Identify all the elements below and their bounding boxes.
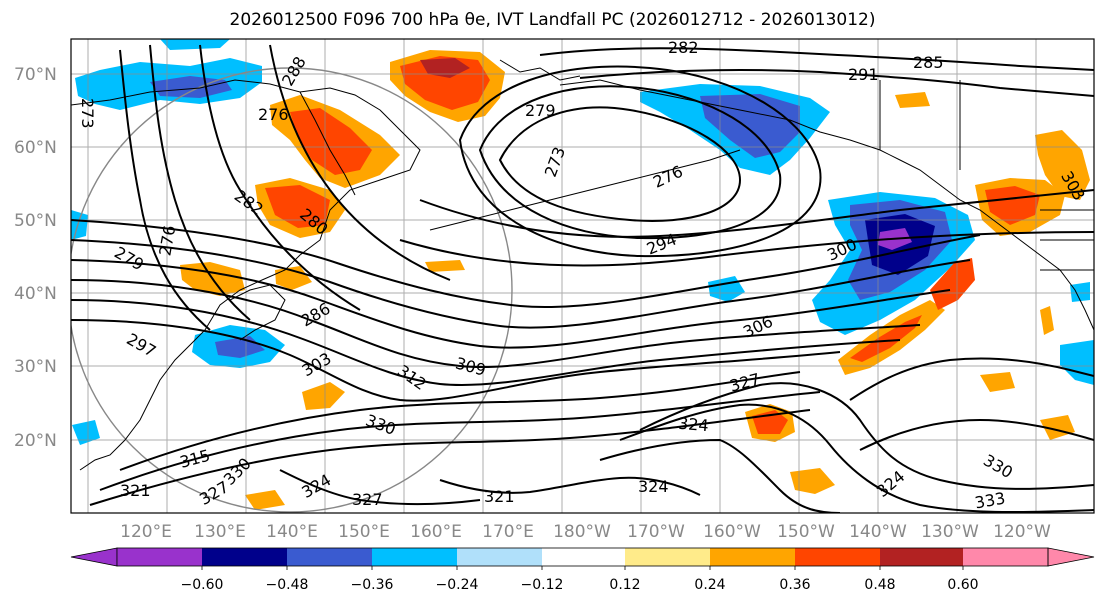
colorbar-segment	[625, 548, 710, 566]
coast-asia	[71, 79, 421, 471]
lat-label: 30°N	[14, 357, 57, 377]
shade-pos-top	[895, 92, 930, 108]
lon-label: 120°E	[120, 522, 172, 542]
colorbar-tick-label: −0.12	[521, 577, 564, 593]
contour-label: 279	[525, 101, 556, 120]
shade-pos-arctic-mid	[400, 56, 490, 110]
colorbar-segment	[710, 548, 795, 566]
shade-pos-e1	[980, 372, 1015, 392]
shade-pos-okhotsk-core	[265, 185, 330, 228]
colorbar-tick-label: 0.48	[864, 577, 895, 593]
coastlines	[71, 59, 1094, 471]
shade-pos-band2	[930, 258, 975, 310]
lon-label: 170°W	[627, 522, 685, 542]
lon-label: 140°W	[849, 522, 907, 542]
coast-kamchatka	[299, 91, 356, 196]
shade-neg-siberia-core	[150, 76, 232, 98]
shade-pos-south2	[245, 490, 285, 510]
colorbar-segment	[117, 548, 202, 566]
lon-label: 170°E	[482, 522, 534, 542]
shade-pos-south	[790, 468, 835, 494]
lon-label: 130°E	[194, 522, 246, 542]
contour-label: 285	[913, 53, 944, 72]
lon-label: 120°W	[993, 522, 1051, 542]
lon-label: 150°W	[777, 522, 835, 542]
colorbar-segment	[287, 548, 372, 566]
colorbar-tick-label: −0.60	[181, 577, 224, 593]
colorbar-outline	[116, 547, 1049, 567]
colorbar-tick-label: 0.12	[609, 577, 640, 593]
shade-pos-arctic-core	[420, 58, 470, 78]
lat-label: 40°N	[14, 284, 57, 304]
latitude-labels: 70°N 60°N 50°N 40°N 30°N 20°N	[14, 65, 57, 451]
theta-e-contours	[71, 44, 1094, 513]
colorbar-tick-label: 0.60	[947, 577, 978, 593]
contour-label: 324	[677, 414, 709, 436]
colorbar-tick-label: 0.36	[779, 577, 810, 593]
shade-pos-china2	[275, 266, 312, 290]
shade-neg-west-edge	[71, 210, 88, 240]
colorbar-extend-min	[70, 547, 118, 567]
lat-label: 50°N	[14, 211, 57, 231]
landfall-radius-circle	[71, 67, 513, 513]
colorbar-tick-label: 0.24	[694, 577, 725, 593]
contour-label: 321	[484, 487, 515, 506]
lon-label: 150°E	[338, 522, 390, 542]
contour-label: 276	[258, 105, 289, 124]
shade-pos-bc-core	[985, 186, 1040, 225]
colorbar-ticks	[201, 566, 964, 570]
colorbar-segment	[542, 548, 625, 566]
map-frame	[70, 38, 1095, 514]
colorbar-tick-label: −0.24	[436, 577, 479, 593]
contour-label: 327	[352, 490, 383, 509]
shade-neg-ca2	[1070, 282, 1090, 302]
contour-label: 273	[78, 98, 97, 129]
colorbar-tick-label: −0.36	[351, 577, 394, 593]
contour-label: 282	[668, 38, 699, 57]
coast-north-america-interior	[879, 80, 1094, 271]
colorbar-segment	[795, 548, 880, 566]
colorbar-extend-max	[1047, 547, 1095, 567]
coast-arctic-islands	[499, 59, 581, 81]
longitude-labels: 120°E 130°E 140°E 150°E 160°E 170°E 180°…	[120, 522, 1051, 542]
lat-label: 70°N	[14, 65, 57, 85]
colorbar-tick-label: −0.48	[266, 577, 309, 593]
colorbar-segment	[457, 548, 542, 566]
shade-pos-wp2	[425, 260, 465, 272]
shade-pos-wp	[302, 382, 345, 410]
figure-title: 2026012500 F096 700 hPa θe, IVT Landfall…	[229, 10, 876, 30]
coast-aleutians	[429, 149, 741, 231]
shade-neg-top	[160, 39, 230, 50]
shade-pos-e2	[1040, 415, 1075, 440]
colorbar-segment	[372, 548, 457, 566]
shade-neg-sw	[72, 420, 100, 445]
coast-japan	[229, 284, 286, 341]
lon-label: 160°E	[410, 522, 462, 542]
colorbar: −0.60 −0.48 −0.36 −0.24 −0.12 0.12 0.24 …	[70, 547, 1095, 593]
lon-label: 130°W	[921, 522, 979, 542]
colorbar-segment	[963, 548, 1048, 566]
colorbar-segment	[880, 548, 963, 566]
lat-label: 60°N	[14, 138, 57, 158]
shade-pos-kamchatka-mid	[290, 108, 372, 175]
lon-label: 160°W	[703, 522, 761, 542]
colorbar-segment	[202, 548, 287, 566]
contour-label: 324	[638, 477, 669, 496]
contour-label: 321	[120, 481, 151, 500]
coast-alaska	[559, 79, 1094, 331]
positive-anomaly-shading	[180, 50, 1090, 510]
contour-label: 291	[848, 65, 879, 84]
shade-pos-ec	[1040, 306, 1054, 335]
lat-label: 20°N	[14, 431, 57, 451]
lon-label: 180°W	[553, 522, 611, 542]
lon-label: 140°E	[266, 522, 318, 542]
